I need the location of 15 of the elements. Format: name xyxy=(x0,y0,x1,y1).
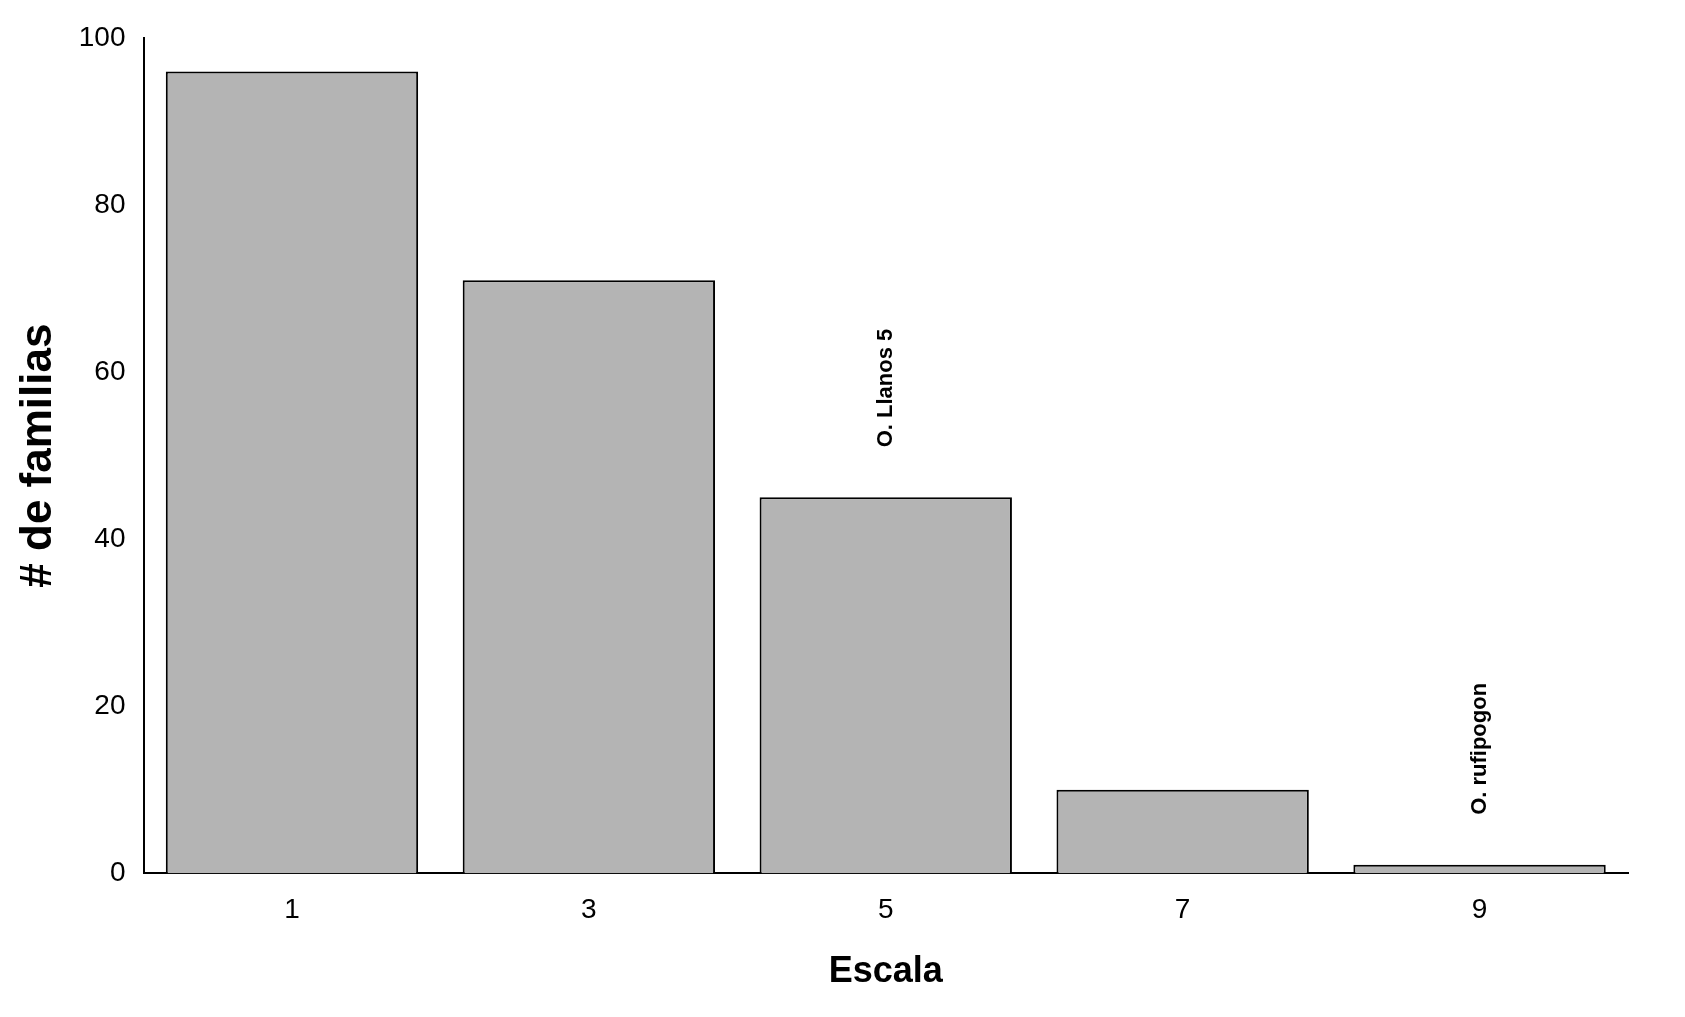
y-tick-label: 20 xyxy=(94,688,126,720)
x-tick-label: 3 xyxy=(581,892,597,924)
annotation: O. rufipogon xyxy=(1465,682,1491,815)
x-tick-label: 7 xyxy=(1174,892,1191,924)
y-tick-label: 60 xyxy=(94,354,126,386)
x-tick-label: 1 xyxy=(284,892,300,924)
x-axis-title: Escala xyxy=(828,949,944,991)
y-tick-label: 40 xyxy=(94,521,126,553)
annotation: O. Llanos 5 xyxy=(871,328,897,448)
x-tick-label: 9 xyxy=(1471,892,1488,924)
y-tick-label: 0 xyxy=(109,855,126,887)
y-axis-title: # de familias xyxy=(10,323,60,588)
y-tick-label: 100 xyxy=(78,20,126,52)
y-tick-label: 80 xyxy=(94,187,126,219)
x-tick-label: 5 xyxy=(877,892,894,924)
